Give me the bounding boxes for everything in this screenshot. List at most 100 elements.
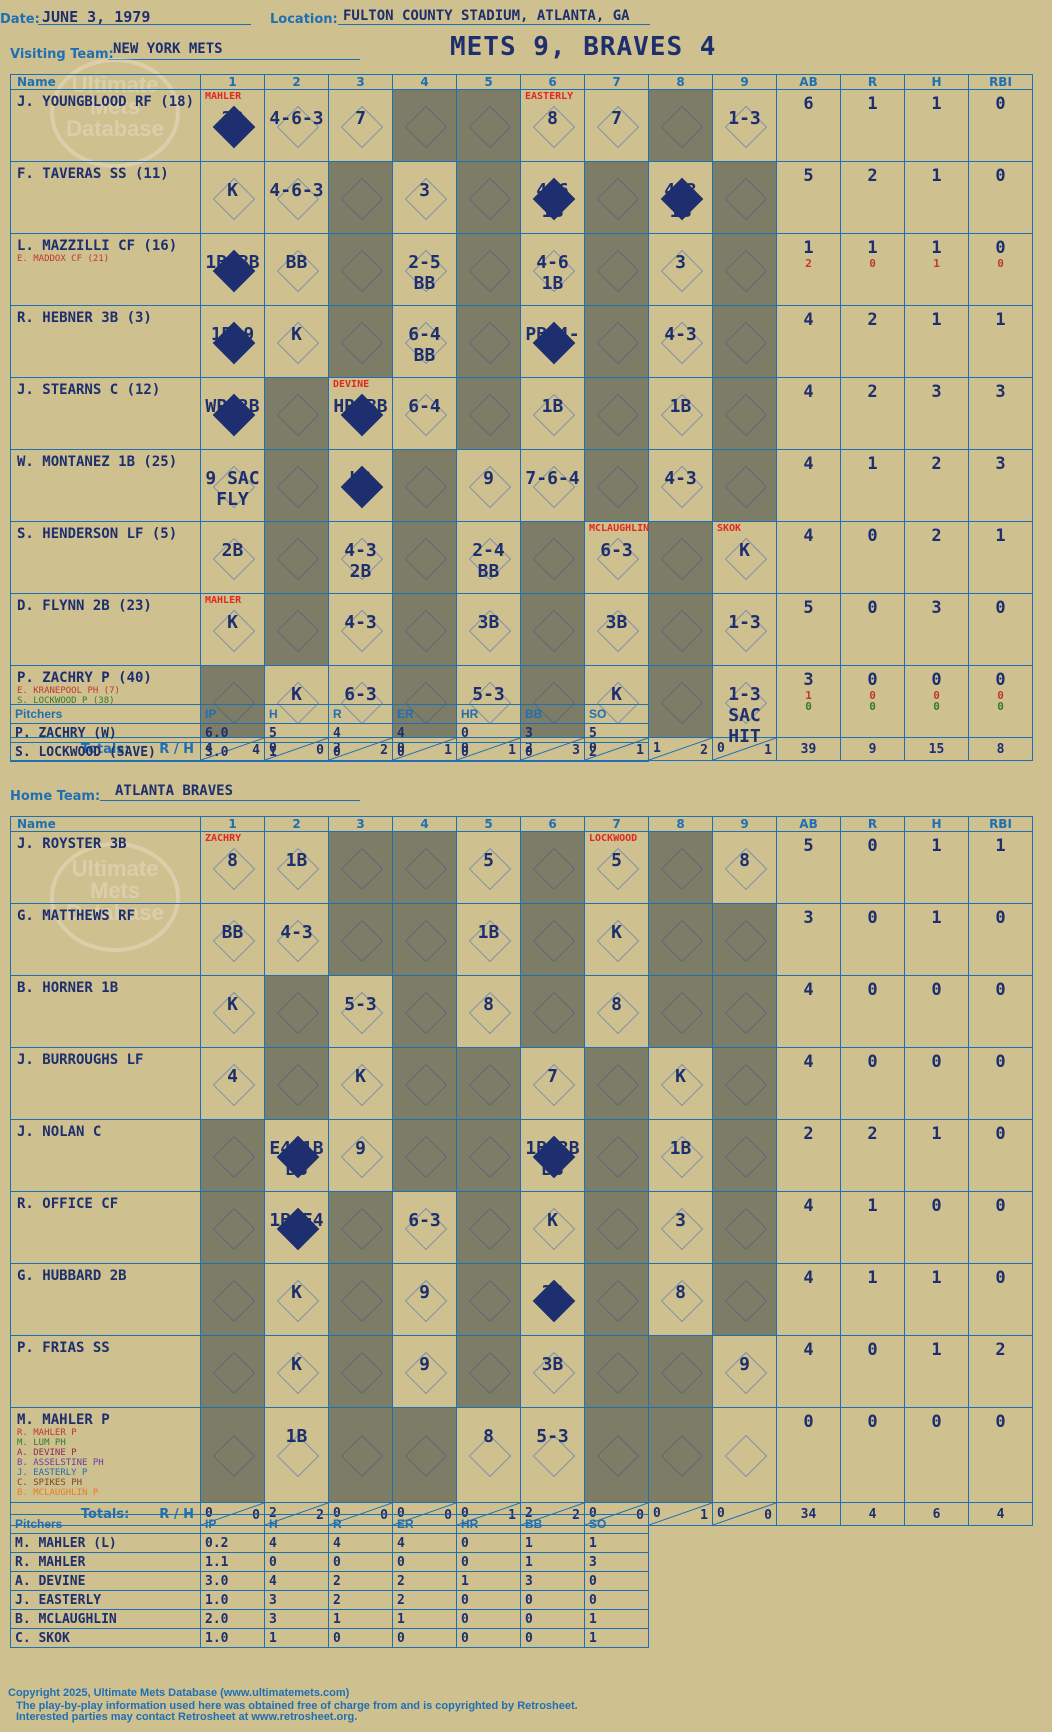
batter-name: J. ROYSTER 3B [17,836,127,852]
stat-value: 4 [803,310,814,330]
sub-stat-value: 0 [997,257,1004,270]
at-bat-cell: WP 2B [200,377,265,450]
play-result: 8 [483,994,494,1015]
base-diamond-icon [276,609,319,652]
batter-stat: 0 [904,1047,969,1120]
batter-stat: 3 [904,593,969,666]
base-diamond-icon [724,321,767,364]
batter-stat: 1 [840,1263,905,1336]
batter-stat: 4 [776,1191,841,1264]
play-result: 5-3 [536,1426,569,1447]
game-location: FULTON COUNTY STADIUM, ATLANTA, GA [343,8,630,24]
play-result: 4-3 2B [344,540,377,582]
pitcher-row: J. EASTERLY 1.0 3 2 2 0 0 0 [10,1590,649,1610]
batter-stat: 2 [840,1119,905,1192]
base-diamond-icon [660,609,703,652]
pitcher-row: R. MAHLER 1.1 0 0 0 0 1 3 [10,1552,649,1572]
play-result: 3 [675,1210,686,1231]
at-bat-cell [584,1119,649,1192]
at-bat-cell: 1-3 [712,593,777,666]
at-bat-cell: 1B E4 [264,1191,329,1264]
at-bat-cell [520,975,585,1048]
pitching-stat: 0 [520,742,585,762]
stat-header: AB [776,74,841,90]
stat-value: 1 [803,238,814,258]
stat-value: 0 [931,1412,942,1432]
batter-stat: 0 [968,1191,1033,1264]
base-diamond-icon [276,537,319,580]
play-result: 9 [739,1354,750,1375]
inning-header: 8 [648,816,713,832]
pitching-stat: 1 [328,1609,393,1629]
inning-runs: 0 [717,741,725,756]
pitching-header: HR [456,1514,521,1534]
batter-stat: 6 [776,89,841,162]
play-result: PB 4-6 [525,324,580,366]
batter-stat: 0 [904,1407,969,1503]
team-total-stat: 15 [904,737,969,761]
base-diamond-icon [660,1434,703,1478]
play-result: 1B [285,1426,308,1447]
play-result: 8 [483,1426,494,1447]
pitching-stat: 0 [456,1628,521,1648]
at-bat-cell [584,161,649,234]
batter-stat: 1 [968,305,1033,378]
base-diamond-icon [404,105,447,148]
base-diamond-icon [468,249,511,292]
home-underline [100,800,360,801]
pitching-stat: 2 [584,742,649,762]
pitcher-row: C. SKOK 1.0 1 0 0 0 0 1 [10,1628,649,1648]
stat-value: 0 [931,1052,942,1072]
at-bat-cell: 1B [648,1119,713,1192]
at-bat-cell [712,1263,777,1336]
pitching-header: IP [200,1514,265,1534]
at-bat-cell [712,377,777,450]
batter-stat: 0 [840,521,905,594]
stat-value: 2 [867,382,878,402]
stat-value: 1 [995,836,1006,856]
pitching-stat: 0 [584,1590,649,1610]
batter-name: B. HORNER 1B [17,980,119,996]
play-result: 4 [227,1066,238,1087]
at-bat-cell [328,233,393,306]
sub-stat-value: 0 [933,700,940,713]
batter-name: L. MAZZILLI CF (16) [17,238,178,254]
pitching-stat: 1.1 [200,1552,265,1572]
batter-stat: 1 [840,1191,905,1264]
pitching-stat: 5 [264,723,329,743]
batter-name: J. YOUNGBLOOD RF (18) [17,94,195,110]
base-diamond-icon [596,1135,639,1178]
location-underline [338,24,650,25]
inning-header: 9 [712,816,777,832]
at-bat-cell [584,233,649,306]
play-result: K [547,1210,558,1231]
play-result: 3B [605,612,628,633]
at-bat-cell [200,1407,265,1503]
stat-value: 0 [867,1412,878,1432]
base-diamond-icon [212,1207,255,1250]
base-diamond-icon [212,1279,255,1322]
at-bat-cell: 5 [456,831,521,904]
base-diamond-icon [468,105,511,148]
batter-cell: M. MAHLER P R. MAHLER P M. LUM PH A. DEVINE… [10,1407,201,1503]
pitching-stat: 0 [328,1552,393,1572]
at-bat-cell: BB [200,903,265,976]
at-bat-cell [456,1191,521,1264]
play-result: K [291,1282,302,1303]
base-diamond-icon [596,1434,639,1478]
stat-value: 2 [867,310,878,330]
base-diamond-icon [596,1063,639,1106]
base-diamond-icon [276,991,319,1034]
at-bat-cell [712,305,777,378]
base-diamond-icon [340,321,383,364]
play-result: 7 [611,108,622,129]
at-bat-cell: 4-3 1B [648,161,713,234]
footer-contact: Interested parties may contact Retroshee… [16,1711,358,1723]
stat-value: 2 [867,1124,878,1144]
pitching-stat: 0 [456,1609,521,1629]
stat-value: 3 [931,382,942,402]
at-bat-cell: 4 [200,1047,265,1120]
